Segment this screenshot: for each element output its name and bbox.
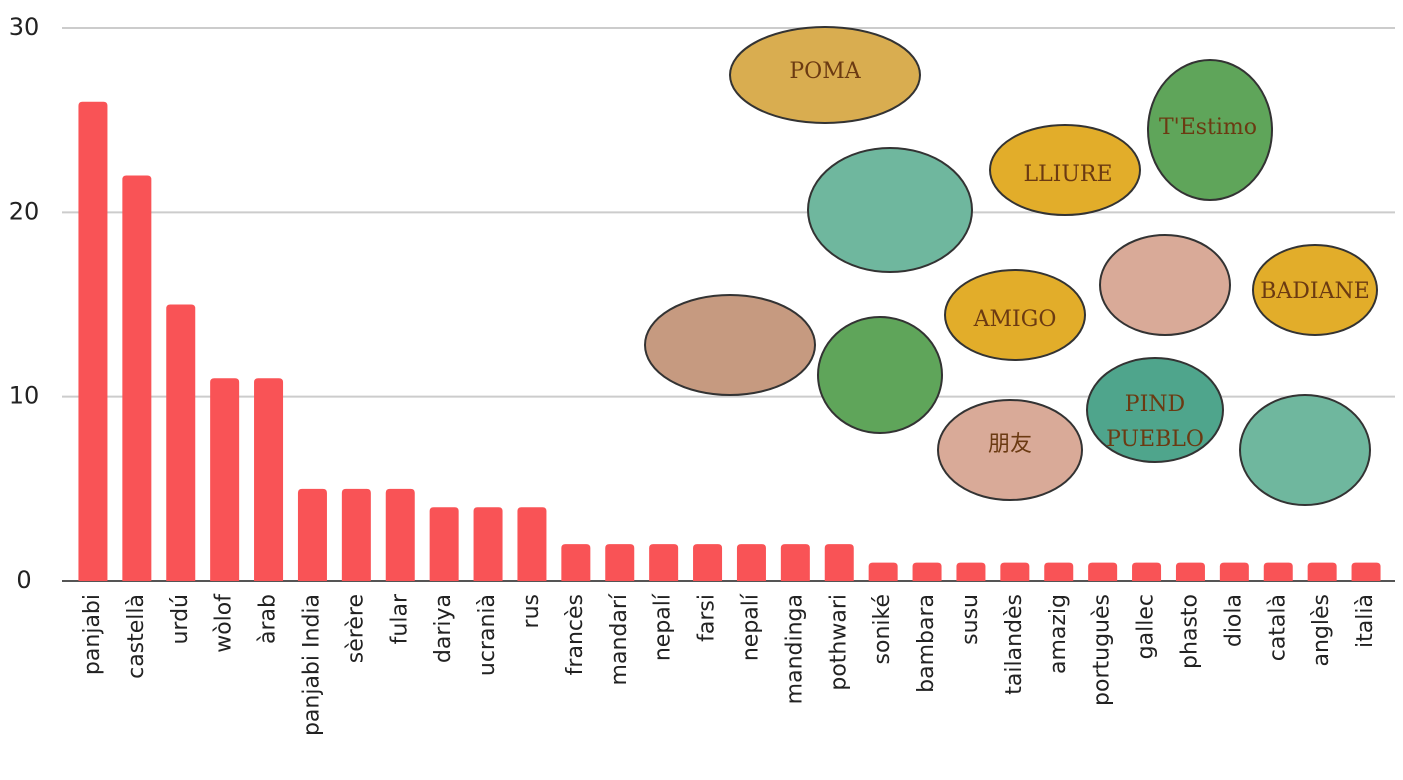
bar bbox=[254, 378, 284, 581]
x-tick-label: soniké bbox=[870, 594, 895, 664]
bar bbox=[78, 101, 108, 581]
bar bbox=[1351, 562, 1381, 581]
x-tick-label: castellà bbox=[124, 594, 149, 679]
x-tick-label: nepalí bbox=[738, 593, 763, 661]
bar bbox=[1175, 562, 1205, 581]
bar bbox=[736, 544, 766, 581]
speech-bubble bbox=[1252, 244, 1378, 336]
bar bbox=[561, 544, 591, 581]
x-tick-label: gallec bbox=[1134, 594, 1159, 659]
bar bbox=[912, 562, 942, 581]
bar bbox=[1132, 562, 1162, 581]
x-tick-label: diola bbox=[1221, 594, 1246, 647]
annotation: 朋友 bbox=[988, 432, 1032, 457]
speech-bubble bbox=[1147, 59, 1273, 201]
annotation: AMIGO bbox=[973, 307, 1057, 332]
speech-bubble bbox=[729, 26, 921, 124]
bar bbox=[166, 304, 196, 581]
x-tick-label: portuguès bbox=[1090, 594, 1115, 706]
bar bbox=[1263, 562, 1293, 581]
annotation: BADIANE bbox=[1260, 279, 1370, 304]
bar bbox=[1307, 562, 1337, 581]
x-tick-label: bambara bbox=[914, 594, 939, 693]
speech-bubble bbox=[1099, 234, 1231, 336]
x-tick-label: tailandès bbox=[1002, 594, 1027, 695]
bar bbox=[210, 378, 240, 581]
bar bbox=[1088, 562, 1118, 581]
bar bbox=[649, 544, 679, 581]
speech-bubble bbox=[817, 316, 943, 434]
speech-bubble bbox=[989, 124, 1141, 216]
bar bbox=[1044, 562, 1074, 581]
x-tick-label: anglès bbox=[1309, 594, 1334, 667]
y-tick-label: 0 bbox=[16, 566, 31, 594]
x-tick-label: rus bbox=[519, 594, 544, 628]
speech-bubble bbox=[944, 269, 1086, 361]
x-tick-label: wòlof bbox=[212, 593, 237, 653]
x-tick-label: pothwari bbox=[826, 594, 851, 691]
x-tick-label: mandinga bbox=[782, 594, 807, 704]
x-tick-label: amazig bbox=[1046, 594, 1071, 674]
speech-bubble bbox=[937, 399, 1083, 501]
x-tick-label: italià bbox=[1353, 594, 1378, 648]
bar bbox=[341, 488, 371, 581]
bar bbox=[868, 562, 898, 581]
x-tick-label: panjabi India bbox=[299, 594, 324, 736]
x-tick-label: nepalí bbox=[651, 593, 676, 661]
x-tick-label: panjabi bbox=[80, 594, 105, 675]
annotation: LLIURE bbox=[1023, 162, 1112, 187]
speech-bubble bbox=[807, 147, 973, 273]
x-tick-label: francès bbox=[563, 594, 588, 675]
x-tick-label: dariya bbox=[431, 594, 456, 663]
bar bbox=[429, 507, 459, 581]
speech-bubble bbox=[1086, 357, 1224, 463]
bar bbox=[122, 175, 152, 581]
y-tick-label: 20 bbox=[9, 197, 40, 225]
speech-bubble bbox=[1239, 394, 1371, 506]
y-tick-label: 10 bbox=[9, 382, 40, 410]
bar bbox=[1000, 562, 1030, 581]
annotation: PUEBLO bbox=[1106, 427, 1204, 452]
speech-bubble bbox=[644, 294, 816, 396]
bar bbox=[297, 488, 327, 581]
bar bbox=[605, 544, 635, 581]
x-tick-label: susu bbox=[958, 594, 983, 645]
annotation: POMA bbox=[789, 59, 861, 84]
bar bbox=[780, 544, 810, 581]
y-tick-label: 30 bbox=[9, 13, 40, 41]
bar bbox=[517, 507, 547, 581]
x-tick-label: fular bbox=[387, 593, 412, 644]
x-tick-label: sèrère bbox=[343, 594, 368, 663]
bar bbox=[693, 544, 723, 581]
x-tick-label: urdú bbox=[168, 594, 193, 645]
bar bbox=[1219, 562, 1249, 581]
annotation: PIND bbox=[1125, 392, 1185, 417]
annotation: T'Estimo bbox=[1159, 115, 1257, 140]
x-tick-label: ucranià bbox=[475, 594, 500, 676]
bar bbox=[824, 544, 854, 581]
bar bbox=[385, 488, 415, 581]
x-tick-label: català bbox=[1265, 594, 1290, 661]
bar bbox=[473, 507, 503, 581]
x-tick-label: farsi bbox=[695, 594, 720, 642]
x-tick-label: phasto bbox=[1177, 594, 1202, 669]
x-tick-label: mandarí bbox=[607, 593, 632, 685]
bar bbox=[956, 562, 986, 581]
x-tick-label: àrab bbox=[256, 594, 281, 644]
